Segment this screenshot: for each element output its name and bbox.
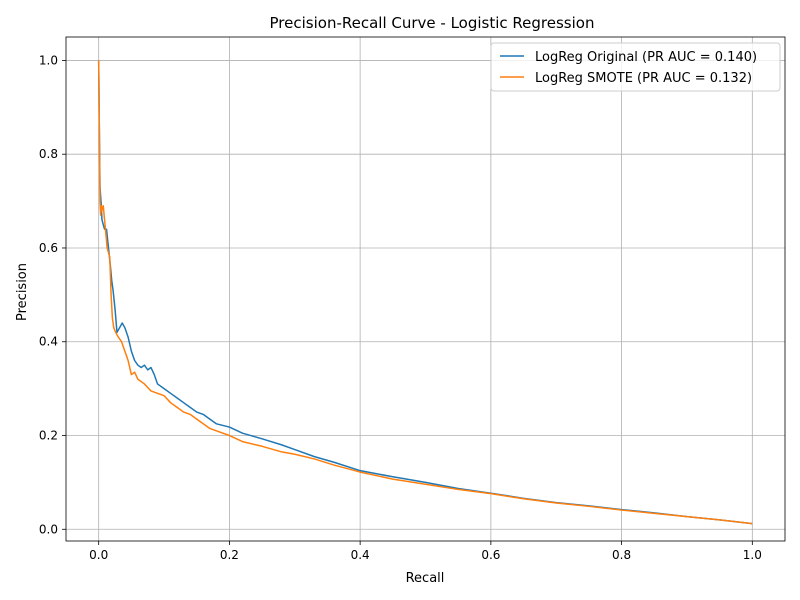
x-tick-label: 0.4 bbox=[351, 548, 370, 562]
legend-label-smote: LogReg SMOTE (PR AUC = 0.132) bbox=[535, 71, 752, 86]
chart-title: Precision-Recall Curve - Logistic Regres… bbox=[270, 14, 595, 32]
y-tick-label: 0.0 bbox=[39, 522, 58, 536]
legend-label-original: LogReg Original (PR AUC = 0.140) bbox=[535, 50, 757, 65]
series-layer bbox=[97, 60, 753, 525]
legend: LogReg Original (PR AUC = 0.140) LogReg … bbox=[490, 42, 781, 92]
x-axis-title: Recall bbox=[406, 571, 445, 586]
y-tick-label: 0.4 bbox=[39, 335, 58, 349]
y-tick-label: 0.8 bbox=[39, 147, 58, 161]
tick-layer: 0.0 0.2 0.4 0.6 0.8 1.0 0.0 0.2 0.4 0.6 0.8 1.0 bbox=[39, 53, 762, 562]
x-tick-label: 0.2 bbox=[220, 548, 239, 562]
grid-layer bbox=[66, 37, 785, 541]
x-tick-label: 0.0 bbox=[89, 548, 108, 562]
y-tick-label: 0.6 bbox=[39, 241, 58, 255]
x-tick-label: 0.6 bbox=[481, 548, 500, 562]
series-line-smote bbox=[97, 60, 753, 525]
y-axis-title: Precision bbox=[15, 263, 30, 321]
plot-frame bbox=[65, 36, 786, 542]
x-tick-label: 1.0 bbox=[743, 548, 762, 562]
y-tick-label: 0.2 bbox=[39, 429, 58, 443]
x-tick-label: 0.8 bbox=[612, 548, 631, 562]
y-tick-label: 1.0 bbox=[39, 53, 58, 67]
legend-box bbox=[490, 42, 781, 92]
